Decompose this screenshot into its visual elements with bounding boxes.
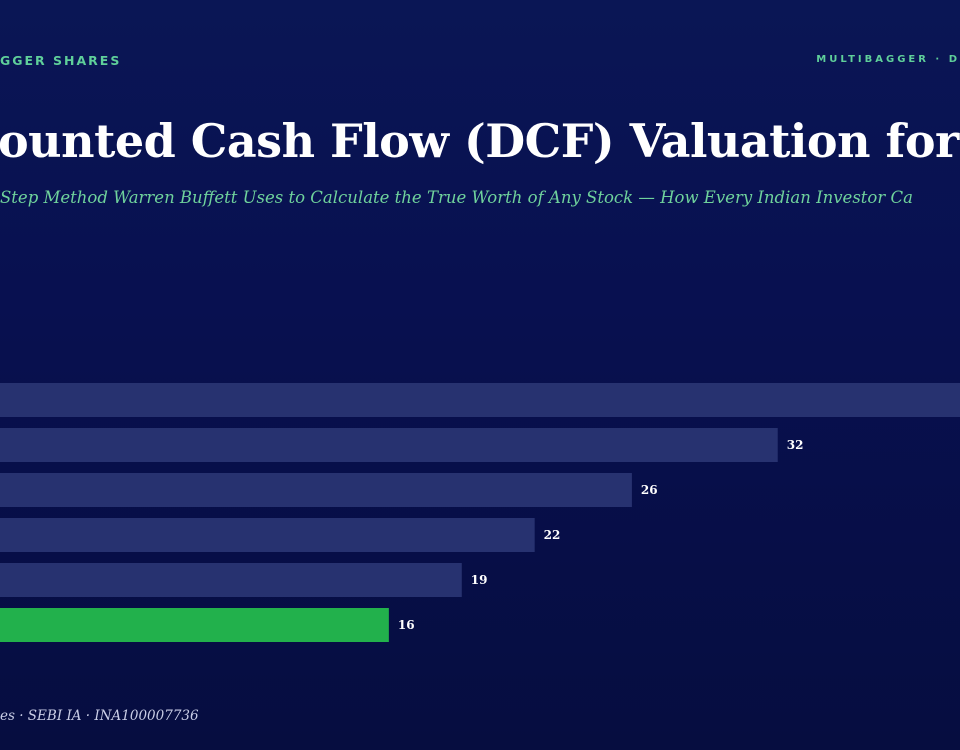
bar-value-label-4: 19 (471, 573, 488, 587)
bar-value-label-1: 32 (787, 438, 804, 452)
bar-2 (0, 473, 632, 507)
bar-value-label-3: 22 (544, 528, 561, 542)
bar-chart: 32 26 22 19 16 (0, 383, 960, 642)
bar-5 (0, 608, 389, 642)
bar-0 (0, 383, 960, 417)
brand-tagline: MULTIBAGGER · D (816, 54, 960, 65)
brand-label: GGER SHARES (0, 53, 122, 68)
bar-3 (0, 518, 535, 552)
bar-value-label-2: 26 (641, 483, 658, 497)
page-title: ounted Cash Flow (DCF) Valuation for (0, 114, 959, 168)
bar-1 (0, 428, 778, 462)
bar-value-label-5: 16 (398, 618, 415, 632)
bar-4 (0, 563, 462, 597)
page-subtitle: Step Method Warren Buffett Uses to Calcu… (0, 188, 913, 207)
footer-disclaimer: es · SEBI IA · INA100007736 (0, 708, 199, 724)
